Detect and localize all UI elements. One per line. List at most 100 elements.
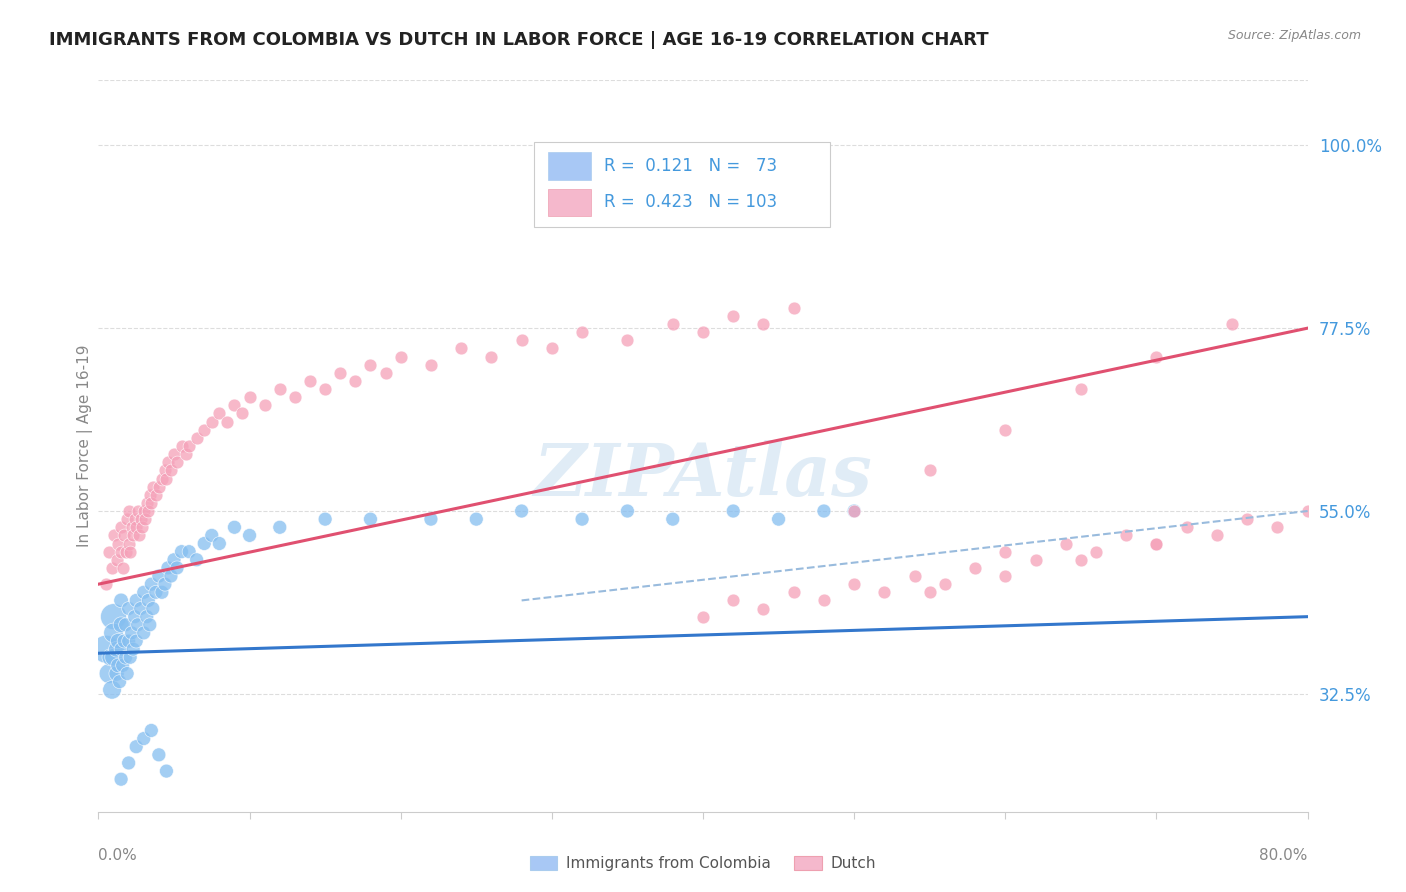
Point	[107, 536, 129, 550]
Point	[224, 398, 246, 412]
Point	[132, 731, 155, 746]
Point	[1206, 528, 1229, 542]
Point	[1024, 553, 1046, 567]
Point	[1175, 520, 1198, 534]
Point	[170, 439, 193, 453]
Point	[813, 504, 835, 518]
Point	[994, 544, 1017, 558]
Point	[142, 601, 165, 615]
Point	[112, 528, 135, 542]
Point	[616, 504, 638, 518]
Point	[156, 561, 179, 575]
Point	[1144, 536, 1167, 550]
Point	[110, 772, 132, 787]
Point	[1144, 350, 1167, 364]
Point	[110, 642, 132, 657]
Point	[374, 366, 396, 380]
Point	[127, 617, 149, 632]
Point	[166, 455, 188, 469]
Point	[155, 764, 177, 778]
Point	[752, 601, 775, 615]
Point	[723, 309, 745, 323]
Point	[160, 463, 183, 477]
FancyBboxPatch shape	[548, 188, 591, 217]
Point	[150, 471, 173, 485]
Point	[105, 553, 128, 567]
Point	[105, 642, 128, 657]
Point	[783, 585, 806, 599]
Point	[100, 650, 122, 665]
Point	[153, 577, 176, 591]
Point	[1054, 536, 1077, 550]
Point	[208, 407, 231, 421]
Point	[153, 463, 176, 477]
Point	[139, 617, 162, 632]
Point	[873, 585, 896, 599]
Point	[136, 504, 159, 518]
Point	[118, 601, 141, 615]
Point	[284, 390, 307, 404]
Point	[170, 544, 193, 558]
Point	[481, 350, 503, 364]
Point	[105, 666, 128, 681]
Point	[98, 666, 121, 681]
Point	[136, 593, 159, 607]
Point	[110, 520, 132, 534]
Point	[135, 496, 157, 510]
Point	[110, 544, 132, 558]
Point	[965, 561, 987, 575]
Point	[783, 301, 806, 315]
Point	[616, 334, 638, 348]
Legend: Immigrants from Colombia, Dutch: Immigrants from Colombia, Dutch	[523, 850, 883, 877]
Point	[844, 577, 866, 591]
Point	[134, 512, 156, 526]
Point	[132, 504, 155, 518]
Point	[131, 520, 153, 534]
Point	[329, 366, 352, 380]
Point	[239, 390, 262, 404]
Point	[465, 512, 488, 526]
Point	[141, 723, 163, 738]
Point	[94, 642, 117, 657]
Point	[186, 553, 208, 567]
Point	[125, 520, 148, 534]
Point	[148, 480, 170, 494]
Point	[420, 358, 443, 372]
Point	[1144, 536, 1167, 550]
Point	[111, 561, 134, 575]
Point	[844, 504, 866, 518]
Point	[166, 561, 188, 575]
Point	[110, 593, 132, 607]
Point	[121, 520, 143, 534]
Text: 0.0%: 0.0%	[98, 848, 138, 863]
Point	[145, 488, 167, 502]
Point	[98, 544, 121, 558]
Point	[201, 528, 224, 542]
Point	[661, 317, 683, 331]
Text: IMMIGRANTS FROM COLOMBIA VS DUTCH IN LABOR FORCE | AGE 16-19 CORRELATION CHART: IMMIGRANTS FROM COLOMBIA VS DUTCH IN LAB…	[49, 31, 988, 49]
Point	[129, 512, 152, 526]
Point	[122, 528, 145, 542]
Point	[723, 593, 745, 607]
Point	[141, 496, 163, 510]
Point	[118, 756, 141, 770]
Point	[813, 593, 835, 607]
Text: R =  0.121   N =   73: R = 0.121 N = 73	[603, 157, 778, 175]
Text: Source: ZipAtlas.com: Source: ZipAtlas.com	[1227, 29, 1361, 42]
Point	[174, 447, 197, 461]
Point	[163, 553, 186, 567]
Point	[156, 455, 179, 469]
Point	[128, 528, 150, 542]
Point	[132, 626, 155, 640]
Point	[661, 512, 683, 526]
Point	[723, 504, 745, 518]
Point	[114, 544, 136, 558]
Point	[122, 642, 145, 657]
Point	[121, 626, 143, 640]
Point	[118, 504, 141, 518]
Point	[101, 561, 124, 575]
Y-axis label: In Labor Force | Age 16-19: In Labor Force | Age 16-19	[76, 344, 93, 548]
Point	[107, 658, 129, 673]
Point	[108, 674, 131, 689]
Point	[208, 536, 231, 550]
